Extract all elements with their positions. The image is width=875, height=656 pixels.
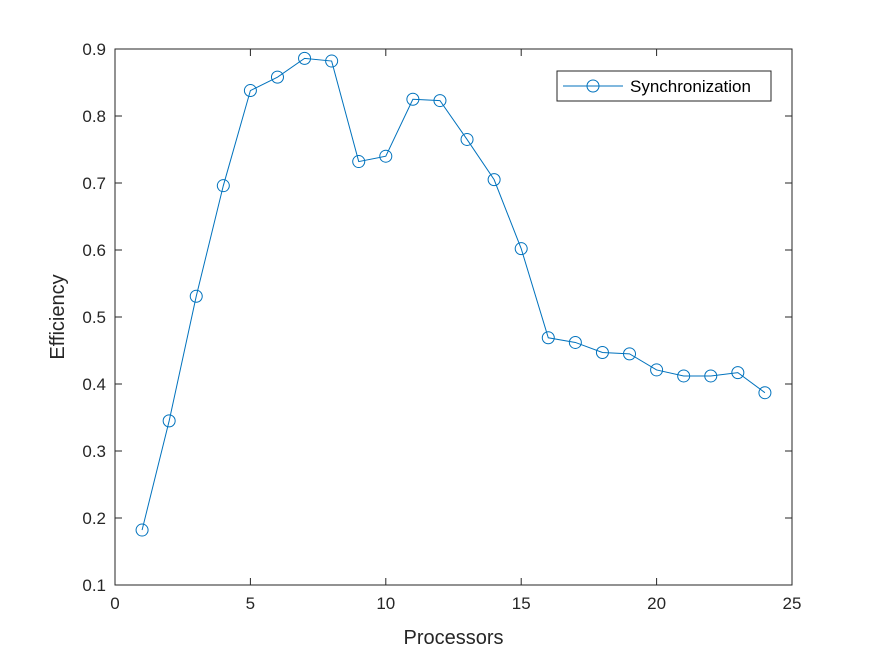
data-point-marker — [162, 414, 176, 428]
y-axis-label: Efficiency — [47, 274, 69, 359]
series-layer — [135, 51, 772, 537]
data-point-marker — [677, 369, 691, 383]
legend: Synchronization — [556, 70, 772, 102]
x-tick-label: 15 — [512, 594, 531, 613]
data-point-marker — [298, 51, 312, 65]
data-point-marker — [541, 331, 555, 345]
y-tick-label: 0.3 — [82, 442, 106, 461]
x-tick-label: 0 — [110, 594, 119, 613]
data-point-marker — [731, 366, 745, 380]
axes-box — [114, 48, 793, 586]
data-point-marker — [433, 94, 447, 108]
series-line-synchronization — [141, 57, 766, 531]
data-point-marker — [487, 173, 501, 187]
data-point-marker — [406, 92, 420, 106]
data-point-marker — [595, 346, 609, 360]
x-tick-label: 5 — [246, 594, 255, 613]
y-tick-label: 0.6 — [82, 241, 106, 260]
data-point-marker — [568, 335, 582, 349]
y-tick-label: 0.9 — [82, 40, 106, 59]
data-point-marker — [325, 54, 339, 68]
legend-circle-marker — [586, 79, 600, 93]
data-point-marker — [216, 179, 230, 193]
legend-label: Synchronization — [630, 77, 751, 96]
x-tick-label: 10 — [376, 594, 395, 613]
x-axis-ticks: 0 5 10 15 20 25 — [110, 49, 801, 613]
y-tick-label: 0.1 — [82, 576, 106, 595]
x-tick-label: 20 — [647, 594, 666, 613]
y-tick-label: 0.4 — [82, 375, 106, 394]
data-point-marker — [514, 242, 528, 256]
data-point-marker — [650, 363, 664, 377]
y-axis-ticks: 0.1 0.2 0.3 0.4 0.5 0.6 0.7 0.8 0.9 — [82, 40, 792, 595]
y-tick-label: 0.7 — [82, 174, 106, 193]
x-axis-label: Processors — [403, 627, 503, 649]
data-point-marker — [623, 347, 637, 361]
plot-area — [115, 49, 792, 585]
data-point-marker — [270, 70, 284, 84]
x-tick-label: 25 — [783, 594, 802, 613]
data-point-marker — [135, 523, 149, 537]
y-tick-label: 0.5 — [82, 308, 106, 327]
data-point-marker — [352, 155, 366, 169]
data-point-marker — [379, 149, 393, 163]
data-point-marker — [460, 132, 474, 146]
y-tick-label: 0.2 — [82, 509, 106, 528]
y-tick-label: 0.8 — [82, 107, 106, 126]
data-point-marker — [704, 369, 718, 383]
data-point-marker — [189, 289, 203, 303]
data-point-marker — [243, 84, 257, 98]
data-point-marker — [758, 386, 772, 400]
